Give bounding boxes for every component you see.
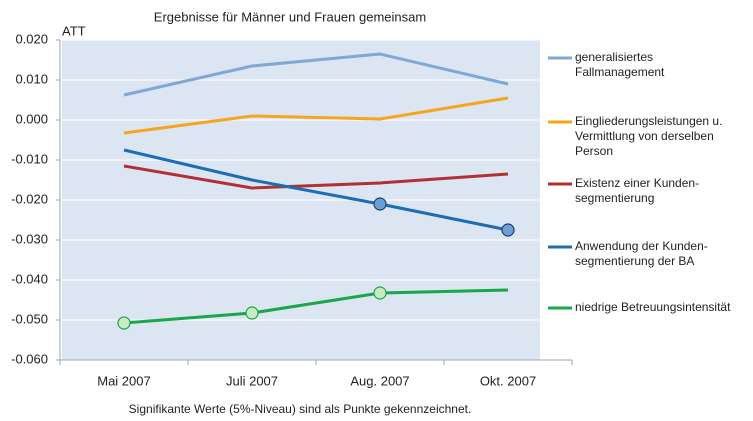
series-line: [123, 288, 509, 325]
legend-label: Existenz einer Kunden- segmentierung: [575, 176, 700, 205]
series-line: [123, 148, 509, 232]
significant-point: [373, 286, 387, 300]
significant-point: [117, 316, 131, 330]
y-tick-label: 0.000: [15, 111, 48, 126]
y-tick-label: -0.060: [11, 351, 48, 366]
y-tick-label: -0.030: [11, 231, 48, 246]
series-line: [123, 96, 509, 135]
x-tick-label: Aug. 2007: [350, 373, 409, 388]
y-tick-label: -0.040: [11, 271, 48, 286]
legend-label: Eingliederungsleistungen u. Vermittlung …: [575, 114, 723, 158]
y-tick-label: -0.020: [11, 191, 48, 206]
x-tick-label: Mai 2007: [97, 373, 150, 388]
y-tick-label: -0.050: [11, 311, 48, 326]
x-tick-label: Okt. 2007: [480, 373, 536, 388]
y-axis-label: ATT: [62, 23, 86, 38]
footnote: Signifikante Werte (5%-Niveau) sind als …: [129, 402, 472, 416]
significant-point: [245, 306, 259, 320]
significant-point: [373, 197, 387, 211]
significant-point: [501, 223, 515, 237]
series-line: [123, 52, 509, 97]
legend-label: niedrige Betreuungsintensität: [575, 300, 731, 314]
series-line: [123, 164, 509, 190]
y-tick-label: -0.010: [11, 151, 48, 166]
y-tick-label: 0.020: [15, 31, 48, 46]
legend-label: generalisiertes Fallmanagement: [575, 50, 665, 79]
legend-label: Anwendung der Kunden- segmentierung der …: [575, 239, 708, 268]
x-tick-label: Juli 2007: [226, 373, 278, 388]
y-tick-label: 0.010: [15, 71, 48, 86]
chart-title: Ergebnisse für Männer und Frauen gemeins…: [154, 9, 426, 24]
